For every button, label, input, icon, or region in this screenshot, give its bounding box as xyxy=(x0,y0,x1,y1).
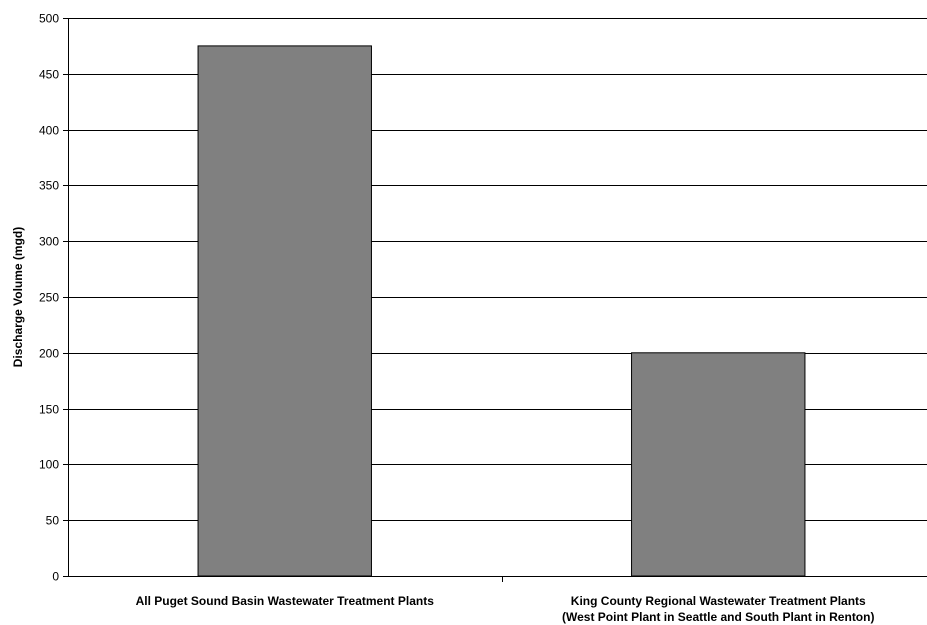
y-tick-label: 450 xyxy=(39,68,59,82)
y-axis-title: Discharge Volume (mgd) xyxy=(11,227,25,367)
x-category-label: All Puget Sound Basin Wastewater Treatme… xyxy=(136,594,435,608)
x-category-labels: All Puget Sound Basin Wastewater Treatme… xyxy=(136,594,875,624)
y-tick-label: 500 xyxy=(39,12,59,26)
y-tick-label: 400 xyxy=(39,124,59,138)
y-tick-label: 0 xyxy=(52,570,59,584)
y-tick-label: 250 xyxy=(39,291,59,305)
x-category-label: (West Point Plant in Seattle and South P… xyxy=(562,610,874,624)
x-category-label: King County Regional Wastewater Treatmen… xyxy=(571,594,866,608)
y-tick-labels: 0 50 100 150 200 250 300 350 400 450 500 xyxy=(39,12,59,584)
axes xyxy=(63,18,927,582)
y-tick-label: 300 xyxy=(39,235,59,249)
y-tick-label: 350 xyxy=(39,179,59,193)
y-tick-label: 150 xyxy=(39,403,59,417)
y-tick-label: 200 xyxy=(39,347,59,361)
y-tick-label: 50 xyxy=(46,514,60,528)
bar xyxy=(197,45,372,577)
y-tick-label: 100 xyxy=(39,458,59,472)
bar xyxy=(631,352,806,577)
bars xyxy=(197,45,806,577)
